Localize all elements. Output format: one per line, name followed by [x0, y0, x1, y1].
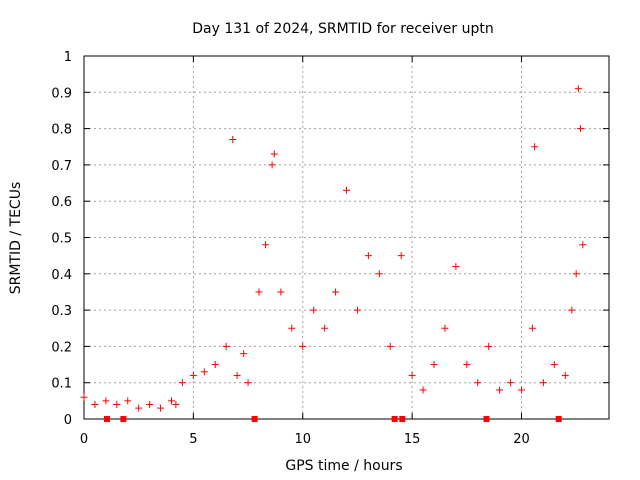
gap-marker [391, 416, 398, 422]
gap-marker [399, 416, 406, 422]
x-tick-label: 0 [80, 432, 88, 447]
grid [84, 56, 609, 419]
data-point [211, 361, 219, 369]
data-point [288, 324, 296, 332]
data-point [364, 252, 372, 260]
data-point [397, 252, 405, 260]
data-point [200, 368, 208, 376]
y-tick-label: 0.5 [51, 232, 72, 247]
gap-marker [103, 416, 110, 422]
data-point [518, 386, 525, 394]
data-point [386, 342, 394, 350]
y-tick-label: 1 [64, 50, 72, 65]
data-point [496, 386, 504, 394]
y-axis-label: SRMTID / TECUs [8, 182, 24, 295]
data-point [244, 379, 252, 387]
data-point [178, 379, 186, 387]
data-point [80, 393, 88, 401]
data-point [375, 270, 383, 278]
gap-marker [555, 416, 562, 422]
axis-ticks: 00.10.20.30.40.50.60.70.80.910 5 10 15 20 [51, 50, 609, 447]
data-point [299, 342, 307, 350]
y-tick-label: 0.8 [51, 123, 72, 138]
data-point [310, 306, 318, 314]
data-point [463, 361, 471, 369]
y-tick-label: 0 [64, 413, 72, 428]
data-point [124, 397, 132, 405]
x-tick-label: 5 [189, 432, 197, 447]
data-point [262, 241, 270, 249]
data-point [233, 371, 241, 379]
y-tick-label: 0.7 [51, 159, 72, 174]
data-point [531, 143, 539, 151]
data-point [135, 404, 143, 412]
y-tick-label: 0.3 [51, 304, 72, 319]
gap-marker [120, 416, 127, 422]
data-point [353, 306, 361, 314]
data-gap-markers [103, 416, 562, 422]
data-point [332, 288, 340, 296]
data-point [146, 400, 154, 408]
data-point [485, 342, 493, 350]
data-point [102, 397, 110, 405]
data-point [579, 241, 587, 249]
data-point [172, 400, 180, 408]
data-point [574, 85, 582, 93]
data-point [561, 371, 569, 379]
data-point [419, 386, 427, 394]
chart-title: Day 131 of 2024, SRMTID for receiver upt… [192, 21, 494, 37]
data-point [528, 324, 536, 332]
y-tick-label: 0.4 [51, 268, 72, 283]
y-tick-label: 0.6 [51, 195, 72, 210]
data-point [441, 324, 449, 332]
x-tick-label: 20 [513, 432, 530, 447]
y-tick-label: 0.2 [51, 340, 72, 355]
data-point [255, 288, 263, 296]
x-tick-label: 10 [294, 432, 311, 447]
data-point [408, 371, 416, 379]
data-point [277, 288, 285, 296]
data-point [321, 324, 329, 332]
data-point [343, 186, 350, 194]
scatter-points [80, 85, 587, 412]
y-tick-label: 0.1 [51, 377, 72, 392]
x-axis-label: GPS time / hours [285, 458, 402, 474]
data-point [452, 263, 460, 271]
data-point [572, 270, 580, 278]
data-point [91, 400, 99, 408]
data-point [270, 150, 278, 158]
y-tick-label: 0.9 [51, 86, 72, 101]
gap-marker [483, 416, 490, 422]
data-point [568, 306, 576, 314]
data-point [507, 379, 515, 387]
data-point [113, 400, 121, 408]
data-point [189, 371, 197, 379]
data-point [577, 125, 585, 133]
data-point [168, 397, 175, 405]
data-point [550, 361, 558, 369]
data-point [430, 361, 438, 369]
data-point [157, 404, 165, 412]
data-point [539, 379, 547, 387]
data-point [229, 135, 237, 143]
data-point [474, 379, 482, 387]
data-point [222, 342, 230, 350]
data-point [240, 350, 248, 358]
x-tick-label: 15 [404, 432, 421, 447]
data-point [268, 161, 276, 169]
gap-marker [251, 416, 258, 422]
